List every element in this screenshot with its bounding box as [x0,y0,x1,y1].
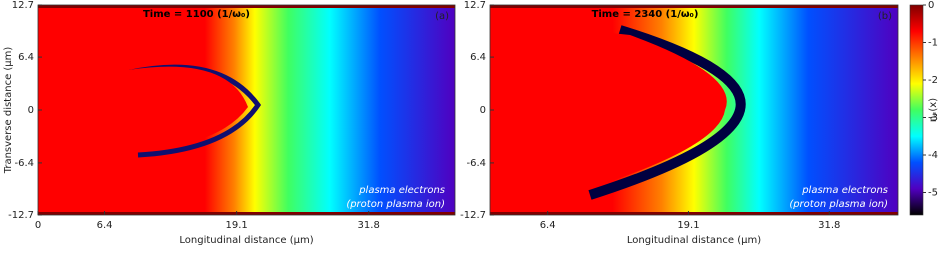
x-tick-label: 6.4 [97,220,113,231]
y-tick-label: -6.4 [466,158,486,169]
panel-label: (b) [878,11,892,22]
y-tick-label: 6.4 [470,52,486,63]
x-tick-label: 0 [35,220,41,231]
annotation: plasma electrons [358,185,445,196]
colorbar-tick-label: -3 [928,113,938,124]
panel-time: Time = 1100 (1/ω₀) [143,9,250,20]
bubble-wall [588,25,746,200]
colorbar-tick-label: -5 [928,188,938,199]
colorbar [909,4,924,216]
panel-label: (a) [435,11,449,22]
colorbar-label: nₑ(x) [928,98,939,122]
colorbar-tick-label: -1 [928,38,938,49]
y-tick-label: -12.7 [8,210,34,221]
x-tick-label: 19.1 [225,220,247,231]
colorbar-tick-label: 0 [928,0,934,11]
y-tick-label: 0 [28,105,34,116]
y-tick-label: -6.4 [14,158,34,169]
x-tick-label: 6.4 [540,220,556,231]
x-tick-label: 19.1 [677,220,699,231]
x-tick-label: 31.8 [358,220,380,231]
x-axis-label: Longitudinal distance (μm) [627,235,761,246]
x-axis-label: Longitudinal distance (μm) [179,235,313,246]
panel-time: Time = 2340 (1/ω₀) [592,9,699,20]
annotation: (proton plasma ion) [346,199,445,210]
y-tick-label: 0 [480,105,486,116]
annotation: plasma electrons [801,185,888,196]
y-tick-label: 12.7 [464,0,486,11]
edge-strip [38,212,455,215]
y-axis-label: Transverse distance (μm) [3,47,14,175]
cavity [490,20,727,200]
y-tick-label: -12.7 [460,210,486,221]
edge-strip [490,5,898,8]
cavity [38,35,248,185]
edge-strip [490,212,898,215]
edge-strip [38,5,455,8]
y-tick-label: 12.7 [12,0,34,11]
y-tick-label: 6.4 [18,52,34,63]
annotation: (proton plasma ion) [789,199,888,210]
colorbar-tick-label: -2 [928,75,938,86]
colorbar-tick-label: -4 [928,150,938,161]
x-tick-label: 31.8 [818,220,840,231]
